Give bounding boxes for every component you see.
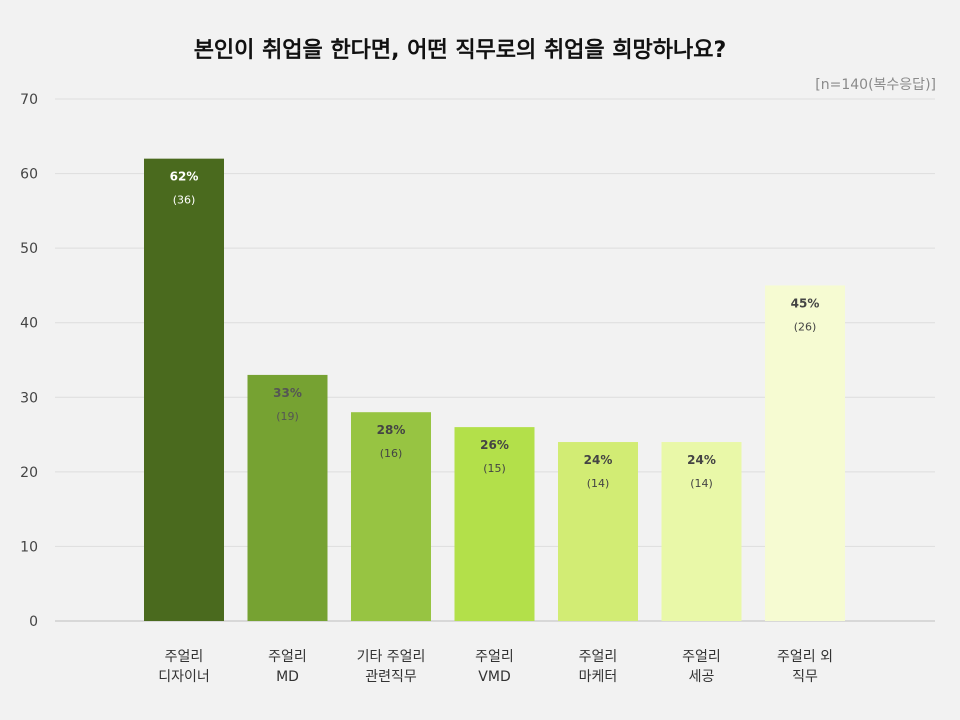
- data-label-4: 26%: [480, 438, 509, 452]
- y-tick-label-50: 50: [20, 241, 38, 257]
- x-tick-label-3-line-2: 관련직무: [365, 669, 417, 685]
- y-tick-label-40: 40: [20, 316, 38, 332]
- bar-3: [351, 412, 431, 621]
- x-tick-label-6-line-2: 세공: [689, 669, 715, 685]
- x-tick-label-2-line-1: 주얼리: [268, 649, 307, 665]
- data-label-3: 28%: [377, 423, 406, 437]
- bar-4: [454, 427, 535, 621]
- data-label-6: 24%: [687, 453, 716, 467]
- x-tick-label-1-line-2: 디자이너: [158, 669, 210, 685]
- sample-size-note: [n=140(복수응답)]: [815, 77, 936, 93]
- bar-7: [765, 285, 845, 621]
- bar-1: [144, 158, 224, 621]
- count-label-7: (26): [794, 320, 817, 333]
- x-tick-label-2-line-2: MD: [276, 669, 299, 685]
- data-label-1: 62%: [170, 170, 199, 184]
- x-tick-label-4-line-1: 주얼리: [475, 649, 514, 665]
- x-tick-label-4-line-2: VMD: [478, 669, 510, 685]
- data-label-5: 24%: [584, 453, 613, 467]
- y-tick-label-30: 30: [20, 390, 38, 406]
- y-tick-label-60: 60: [20, 167, 38, 183]
- bar-6: [661, 442, 742, 621]
- chart-title: 본인이 취업을 한다면, 어떤 직무로의 취업을 희망하나요?: [193, 38, 727, 63]
- x-tick-label-3-line-1: 기타 주얼리: [357, 649, 426, 665]
- y-tick-label-20: 20: [20, 465, 38, 481]
- x-tick-label-5-line-2: 마케터: [579, 669, 618, 685]
- x-tick-label-5-line-1: 주얼리: [579, 649, 618, 665]
- count-label-4: (15): [483, 462, 506, 475]
- count-label-1: (36): [173, 194, 196, 207]
- bar-5: [558, 442, 638, 621]
- y-tick-label-70: 70: [20, 92, 38, 108]
- y-tick-label-10: 10: [20, 539, 38, 555]
- data-label-7: 45%: [791, 296, 820, 310]
- x-tick-label-1-line-1: 주얼리: [165, 649, 204, 665]
- bar-2: [247, 374, 328, 621]
- x-tick-label-7-line-1: 주얼리 외: [777, 649, 833, 665]
- count-label-6: (14): [690, 477, 713, 490]
- count-label-2: (19): [276, 410, 299, 423]
- x-tick-label-6-line-1: 주얼리: [682, 649, 721, 665]
- y-tick-label-0: 0: [29, 614, 38, 630]
- data-label-2: 33%: [273, 386, 302, 400]
- x-tick-label-7-line-2: 직무: [792, 669, 818, 685]
- count-label-5: (14): [587, 477, 610, 490]
- count-label-3: (16): [380, 447, 403, 460]
